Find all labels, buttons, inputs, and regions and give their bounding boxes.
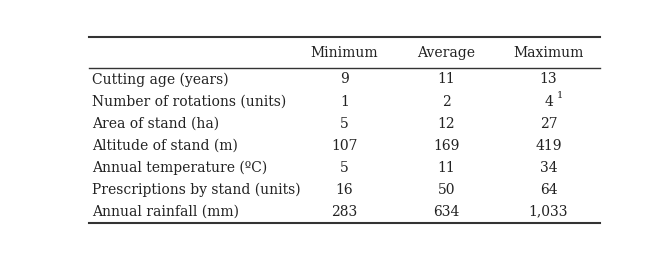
Text: Prescriptions by stand (units): Prescriptions by stand (units) xyxy=(92,182,300,197)
Text: Altitude of stand (m): Altitude of stand (m) xyxy=(92,139,238,153)
Text: Area of stand (ha): Area of stand (ha) xyxy=(92,117,219,131)
Text: 12: 12 xyxy=(437,117,456,131)
Text: 11: 11 xyxy=(437,72,456,86)
Text: 4: 4 xyxy=(544,95,553,108)
Text: 16: 16 xyxy=(335,183,353,197)
Text: Cutting age (years): Cutting age (years) xyxy=(92,72,228,87)
Text: 27: 27 xyxy=(540,117,557,131)
Text: 5: 5 xyxy=(340,161,349,175)
Text: Number of rotations (units): Number of rotations (units) xyxy=(92,95,286,108)
Text: 64: 64 xyxy=(540,183,557,197)
Text: 1: 1 xyxy=(557,91,563,100)
Text: 419: 419 xyxy=(536,139,562,153)
Text: 1,033: 1,033 xyxy=(529,205,569,219)
Text: 2: 2 xyxy=(442,95,451,108)
Text: Average: Average xyxy=(417,45,476,60)
Text: 283: 283 xyxy=(331,205,358,219)
Text: 50: 50 xyxy=(437,183,455,197)
Text: 11: 11 xyxy=(437,161,456,175)
Text: Annual rainfall (mm): Annual rainfall (mm) xyxy=(92,205,239,219)
Text: 9: 9 xyxy=(340,72,349,86)
Text: Annual temperature (ºC): Annual temperature (ºC) xyxy=(92,160,267,175)
Text: 34: 34 xyxy=(540,161,557,175)
Text: 13: 13 xyxy=(540,72,557,86)
Text: 634: 634 xyxy=(433,205,460,219)
Text: 1: 1 xyxy=(340,95,349,108)
Text: 5: 5 xyxy=(340,117,349,131)
Text: 169: 169 xyxy=(433,139,460,153)
Text: Maximum: Maximum xyxy=(513,45,584,60)
Text: Minimum: Minimum xyxy=(310,45,378,60)
Text: 107: 107 xyxy=(331,139,358,153)
